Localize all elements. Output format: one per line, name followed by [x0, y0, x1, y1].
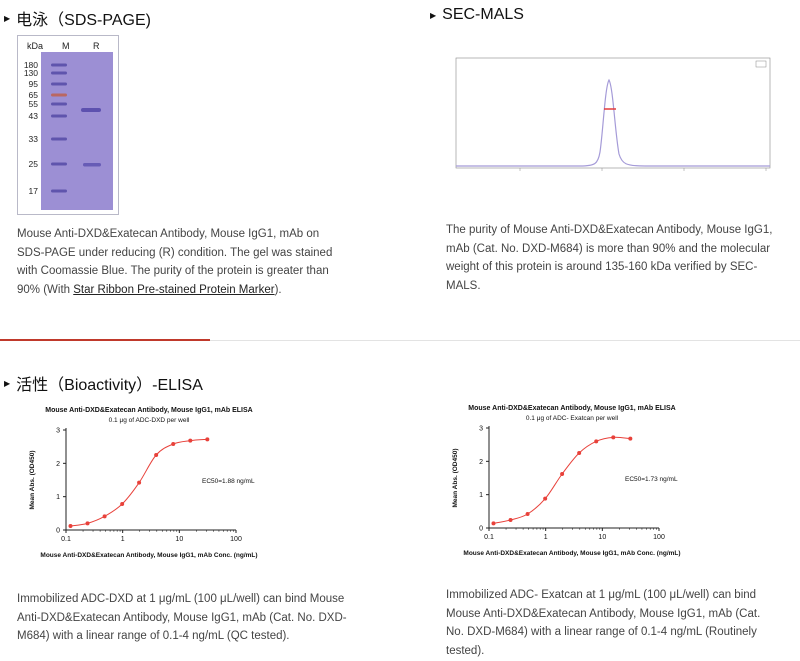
sds-page-description: Mouse Anti-DXD&Exatecan Antibody, Mouse … [17, 225, 347, 299]
elisa-title: ▶ 活性（Bioactivity）-ELISA [4, 371, 203, 395]
gel-lane-m-label: M [62, 41, 70, 51]
sec-mals-svg [455, 57, 771, 171]
elisa-ec50-annotation: EC50=1.73 ng/mL [625, 476, 678, 483]
gel-marker-band [51, 162, 67, 166]
sds-gel-image: kDa M R 180 130 95 65 55 43 33 25 17 [17, 35, 119, 215]
elisa-x-tick-label: 0.1 [61, 536, 71, 543]
gel-marker-band [51, 102, 67, 106]
gel-kda-label: kDa [27, 41, 43, 51]
elisa-data-point [508, 518, 513, 522]
elisa-chart-exatecan: Mouse Anti-DXD&Exatecan Antibody, Mouse … [452, 405, 681, 557]
elisa-ec50-annotation: EC50=1.88 ng/mL [202, 478, 255, 485]
elisa-data-point [137, 480, 142, 485]
elisa-y-axis-label: Mean Abs. (OD450) [452, 449, 459, 508]
elisa-chart-subtitle: 0.1 μg of ADC- Exatcan per well [526, 415, 619, 422]
elisa-data-point [611, 435, 616, 440]
elisa-chart-title: Mouse Anti-DXD&Exatecan Antibody, Mouse … [45, 407, 252, 414]
elisa-data-point [577, 451, 582, 455]
gel-marker-label: 130 [24, 68, 38, 78]
sds-desc-text: Mouse Anti-DXD&Exatecan Antibody, Mouse … [17, 228, 333, 296]
elisa-y-tick-label: 2 [479, 459, 483, 466]
triangle-bullet-icon: ▶ [4, 378, 11, 388]
elisa-data-point [102, 514, 107, 519]
elisa-x-axis-label: Mouse Anti-DXD&Exatecan Antibody, Mouse … [463, 550, 680, 557]
sec-mals-trace [456, 78, 770, 167]
sec-mals-chart [430, 52, 775, 180]
sds-desc-tail: ). [274, 283, 282, 296]
elisa-y-tick-label: 1 [479, 492, 483, 499]
elisa-data-point [85, 521, 90, 526]
sec-mals-legend-box [755, 60, 767, 68]
gel-sample-band-heavy [81, 108, 101, 112]
gel-marker-band [51, 71, 67, 75]
elisa-fit-curve [493, 436, 631, 524]
sec-mals-plot-frame [455, 57, 771, 169]
gel-background [41, 52, 113, 210]
elisa-y-axis-label: Mean Abs. (OD450) [29, 451, 36, 510]
gel-marker-label: 25 [29, 159, 39, 169]
gel-marker-label: 55 [29, 99, 39, 109]
gel-marker-label: 180 [24, 60, 38, 70]
elisa-data-point [120, 502, 125, 506]
elisa-data-point [628, 436, 633, 441]
gel-marker-label: 17 [29, 186, 39, 196]
sds-page-title: ▶ 电泳（SDS-PAGE) [4, 6, 151, 30]
gel-marker-label: 33 [29, 134, 39, 144]
elisa-data-point [491, 521, 496, 526]
gel-marker-label: 43 [29, 111, 39, 121]
gel-sample-band-light [83, 163, 101, 167]
elisa-y-tick-label: 3 [56, 428, 60, 435]
gel-marker-band [51, 137, 67, 141]
elisa-data-point [525, 512, 530, 516]
elisa-y-tick-label: 0 [56, 528, 60, 535]
elisa-y-tick-label: 2 [56, 461, 60, 468]
elisa-data-point [543, 496, 548, 501]
gel-marker-band [51, 189, 67, 193]
sec-mals-title: ▶ SEC-MALS [430, 6, 524, 24]
elisa-data-point [205, 437, 210, 442]
elisa-data-point [188, 438, 193, 443]
elisa-x-tick-label: 100 [230, 536, 242, 543]
elisa-y-tick-label: 3 [479, 426, 483, 433]
section-divider [0, 340, 800, 341]
elisa-y-tick-label: 1 [56, 494, 60, 501]
gel-marker-band [51, 114, 67, 118]
elisa-y-tick-label: 0 [479, 526, 483, 533]
elisa-x-tick-label: 1 [544, 534, 548, 541]
elisa-data-point [68, 524, 73, 528]
elisa-data-point [594, 439, 599, 444]
section-divider-accent [0, 339, 210, 341]
elisa-x-axis-label: Mouse Anti-DXD&Exatecan Antibody, Mouse … [40, 552, 257, 559]
elisa-x-tick-label: 10 [175, 536, 183, 543]
sds-page-title-text: 电泳（SDS-PAGE) [16, 12, 151, 29]
gel-marker-band [51, 93, 67, 97]
marker-product-link[interactable]: Star Ribbon Pre-stained Protein Marker [73, 283, 275, 296]
elisa-chart-title: Mouse Anti-DXD&Exatecan Antibody, Mouse … [468, 405, 675, 412]
elisa-x-tick-label: 0.1 [484, 534, 494, 541]
elisa-x-tick-label: 100 [653, 534, 665, 541]
elisa-data-point [171, 442, 176, 446]
triangle-bullet-icon: ▶ [430, 10, 437, 20]
gel-marker-band [51, 63, 67, 67]
gel-marker-label: 65 [29, 90, 39, 100]
gel-marker-band [51, 82, 67, 86]
elisa-chart-dxd: Mouse Anti-DXD&Exatecan Antibody, Mouse … [29, 407, 258, 559]
sec-mals-description: The purity of Mouse Anti-DXD&Exatecan An… [446, 224, 773, 292]
triangle-bullet-icon: ▶ [4, 13, 11, 23]
elisa-data-point [154, 453, 159, 457]
elisa-title-text: 活性（Bioactivity）-ELISA [16, 377, 203, 394]
gel-lane-r-label: R [93, 41, 100, 51]
elisa-description-left: Immobilized ADC-DXD at 1 μg/mL (100 μL/w… [17, 593, 347, 642]
elisa-description-right: Immobilized ADC- Exatcan at 1 μg/mL (100… [446, 589, 761, 657]
elisa-x-tick-label: 10 [598, 534, 606, 541]
gel-marker-label: 95 [29, 79, 39, 89]
sec-mals-title-text: SEC-MALS [442, 6, 524, 23]
elisa-x-tick-label: 1 [121, 536, 125, 543]
elisa-chart-subtitle: 0.1 μg of ADC-DXD per well [109, 417, 190, 424]
elisa-data-point [560, 472, 565, 476]
